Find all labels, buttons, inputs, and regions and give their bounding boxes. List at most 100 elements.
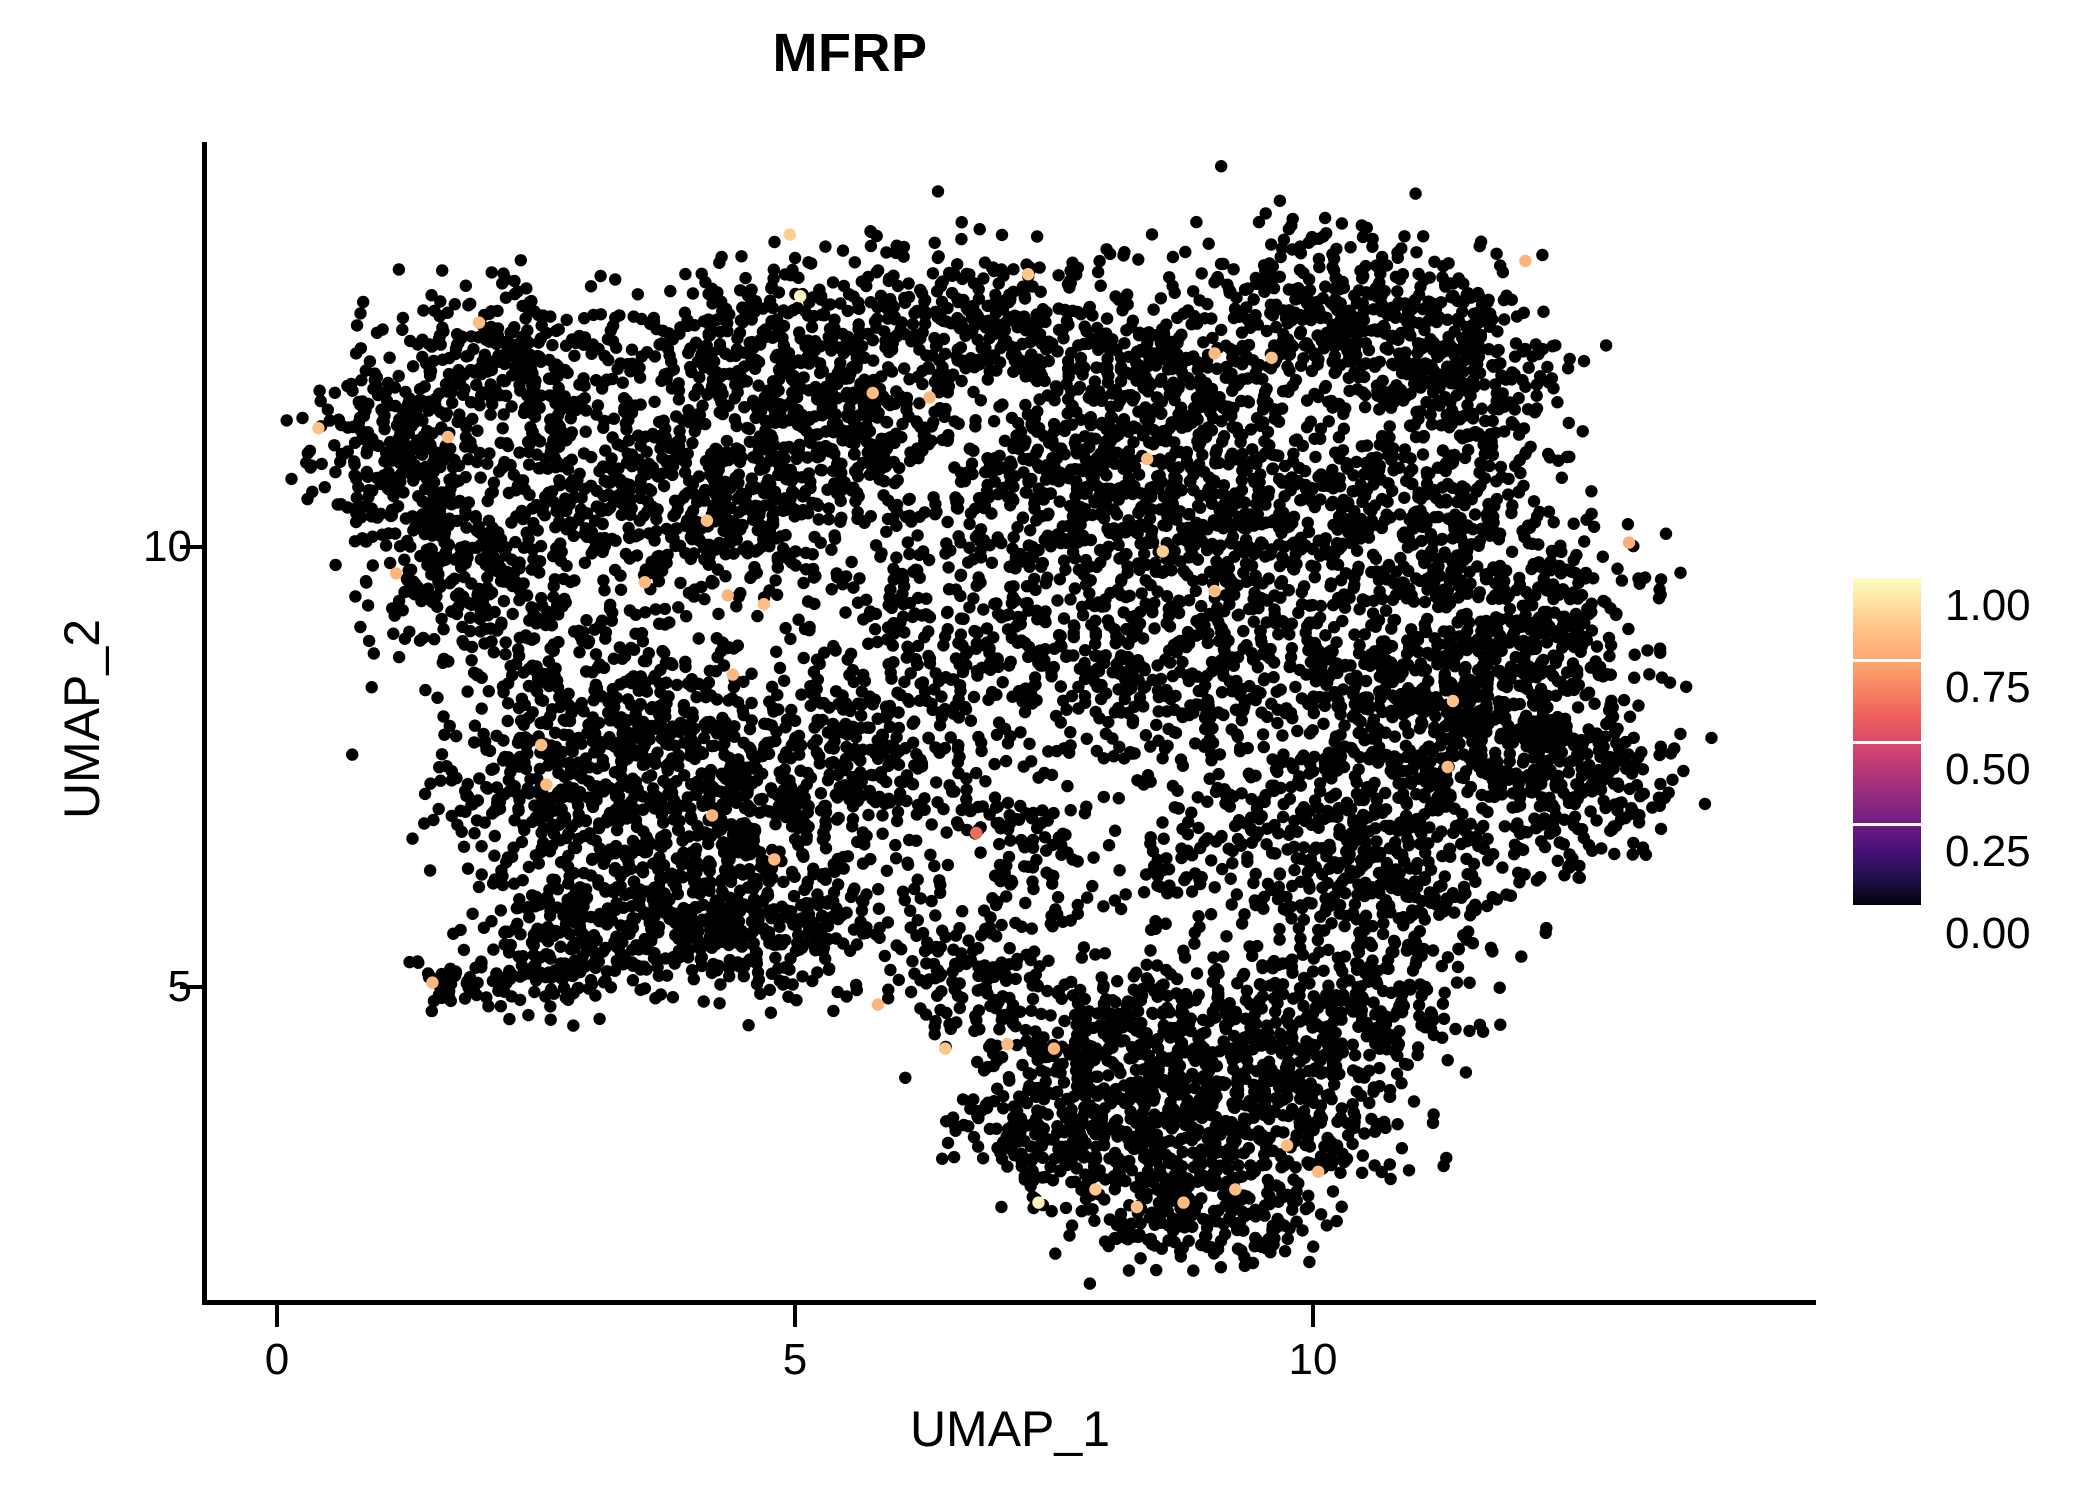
scatter-point	[847, 432, 860, 445]
scatter-point	[1230, 421, 1244, 435]
scatter-point	[1597, 794, 1610, 808]
scatter-point	[1427, 373, 1441, 387]
scatter-point	[926, 267, 940, 280]
scatter-point	[1407, 538, 1420, 551]
scatter-point	[1528, 740, 1541, 754]
scatter-point	[1269, 298, 1283, 311]
scatter-point	[931, 185, 945, 198]
scatter-point	[983, 332, 996, 345]
scatter-point	[1334, 338, 1347, 351]
scatter-point	[847, 290, 860, 303]
scatter-point	[1266, 462, 1279, 476]
scatter-point	[1266, 271, 1280, 285]
scatter-point	[893, 389, 907, 403]
scatter-point	[1430, 308, 1443, 321]
scatter-point	[1526, 350, 1539, 363]
scatter-point	[348, 436, 362, 449]
scatter-point	[864, 296, 877, 309]
scatter-point	[478, 348, 491, 361]
scatter-point	[497, 408, 510, 421]
scatter-point	[1023, 279, 1036, 292]
scatter-point	[405, 453, 418, 466]
scatter-point	[365, 502, 378, 515]
scatter-point	[1432, 510, 1445, 524]
scatter-point	[993, 449, 1006, 462]
scatter-point	[878, 452, 891, 465]
scatter-point	[483, 447, 496, 460]
scatter-point	[776, 504, 790, 517]
scatter-point	[513, 446, 526, 459]
scatter-point	[505, 400, 518, 413]
scatter-point	[1317, 230, 1330, 243]
scatter-point	[428, 519, 442, 532]
scatter-point	[1094, 279, 1107, 292]
scatter-point	[387, 627, 400, 640]
scatter-point	[1568, 739, 1581, 752]
scatter-point	[1453, 485, 1467, 498]
scatter-point	[367, 647, 380, 660]
scatter-point	[903, 373, 916, 386]
scatter-point	[1102, 369, 1115, 382]
scatter-point	[1313, 549, 1327, 562]
scatter-point	[1047, 417, 1061, 431]
scatter-point	[374, 477, 387, 491]
scatter-point	[1611, 562, 1624, 575]
scatter-point	[622, 521, 635, 535]
scatter-point	[673, 424, 686, 438]
scatter-point	[436, 550, 449, 563]
scatter-point	[828, 447, 841, 460]
scatter-point	[1574, 645, 1587, 658]
scatter-point	[1247, 293, 1260, 306]
scatter-point	[875, 432, 888, 445]
scatter-point	[943, 371, 956, 384]
scatter-point	[611, 362, 624, 376]
scatter-point	[1319, 332, 1332, 346]
scatter-point	[497, 594, 511, 608]
scatter-point	[1358, 324, 1371, 338]
scatter-point	[848, 447, 861, 460]
scatter-point	[1281, 360, 1294, 373]
scatter-point	[1573, 871, 1587, 884]
scatter-point	[1236, 358, 1249, 371]
scatter-point	[930, 505, 943, 519]
scatter-point	[1424, 408, 1437, 421]
scatter-point	[381, 376, 395, 390]
scatter-point	[851, 470, 865, 483]
scatter-point	[623, 531, 636, 545]
scatter-point	[646, 427, 659, 441]
scatter-point	[952, 295, 965, 309]
scatter-point	[1500, 289, 1513, 302]
scatter-point	[1572, 678, 1586, 692]
scatter-point	[1655, 671, 1669, 684]
scatter-point	[1240, 458, 1254, 471]
scatter-point	[738, 360, 751, 373]
scatter-point	[580, 507, 594, 520]
scatter-point	[1370, 451, 1384, 464]
scatter-point	[346, 384, 359, 397]
scatter-point	[1174, 555, 1187, 568]
scatter-point	[428, 633, 441, 646]
scatter-point	[1266, 448, 1279, 461]
scatter-point	[528, 379, 541, 392]
scatter-point	[396, 323, 409, 336]
scatter-point	[617, 392, 631, 405]
scatter-point	[1293, 461, 1306, 475]
scatter-point	[303, 444, 317, 457]
scatter-point	[1542, 447, 1555, 461]
scatter-point	[1154, 292, 1168, 305]
scatter-point	[1292, 282, 1305, 295]
scatter-point	[565, 453, 578, 466]
scatter-point	[1571, 701, 1585, 714]
scatter-point	[434, 338, 447, 351]
scatter-point	[758, 414, 772, 427]
plot-panel[interactable]	[204, 142, 1816, 1302]
scatter-point	[1380, 259, 1394, 272]
scatter-point	[933, 402, 946, 415]
scatter-point	[1546, 669, 1560, 683]
scatter-point	[686, 533, 699, 546]
scatter-point	[1471, 357, 1484, 371]
scatter-point	[1004, 292, 1017, 305]
scatter-point	[635, 312, 648, 326]
scatter-point	[967, 385, 980, 399]
scatter-point	[1540, 636, 1554, 649]
